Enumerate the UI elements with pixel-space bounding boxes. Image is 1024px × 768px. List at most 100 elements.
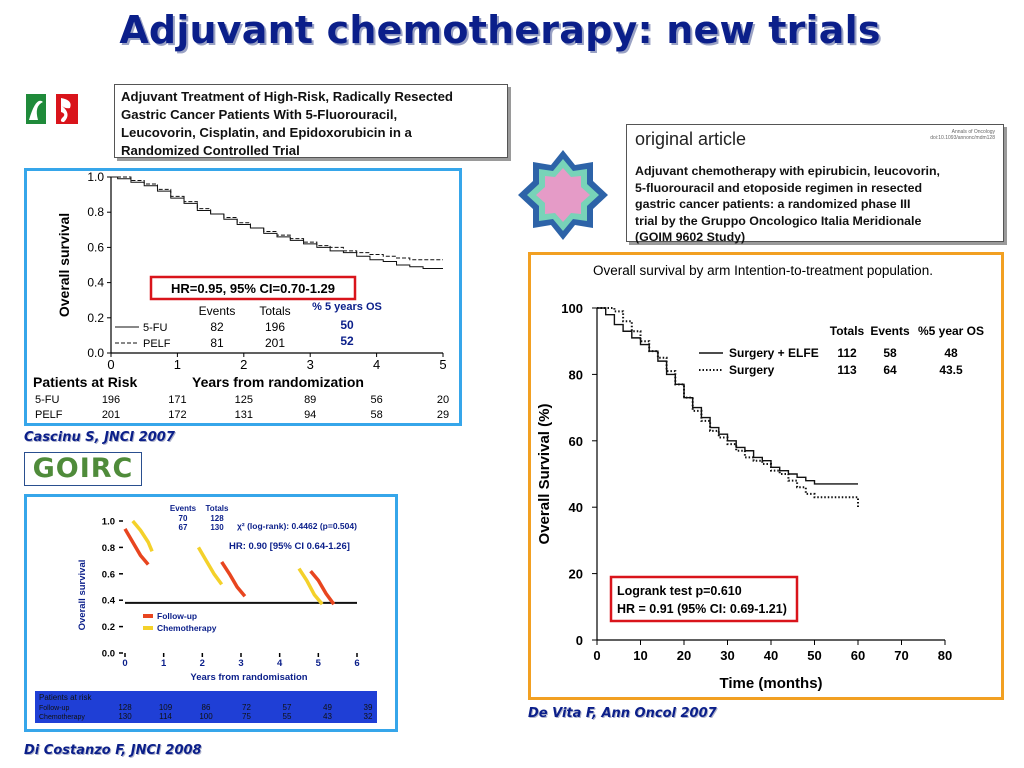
chart1-risk-value: 89 <box>304 394 316 406</box>
chart1-hr-box <box>149 275 357 301</box>
chart3-series-surgery-elfe <box>597 307 858 485</box>
paper1-title-line: Leucovorin, Cisplatin, and Epidoxorubici… <box>121 125 412 140</box>
chart1-risk-value: 29 <box>437 409 449 421</box>
chart1-y-tick-label: 0.2 <box>87 311 104 325</box>
chart2-x-tick-label: 0 <box>122 658 127 669</box>
paper1-title-line: Gastric Cancer Patients With 5-Fluoroura… <box>121 107 398 122</box>
chart2-events-value: 70 <box>179 514 188 523</box>
chart3-x-tick-label: 50 <box>807 648 821 663</box>
chart2-risk-value: 128 <box>118 703 132 712</box>
chart3-frame: Overall survival by arm Intention-to-tre… <box>528 252 1004 700</box>
chart2-risk-value: 49 <box>323 703 332 712</box>
paper2-journal-line: doi:10.1093/annonc/mdm128 <box>930 135 995 141</box>
chart3-legend-totals: 112 <box>837 346 857 360</box>
paper2-title-line: trial by the Gruppo Oncologico Italia Me… <box>635 213 922 228</box>
chart3-legend-events: 58 <box>883 346 897 360</box>
chart3-x-tick-label: 20 <box>677 648 691 663</box>
chart2-legend-swatch <box>143 614 153 618</box>
chart3-legend-os: 43.5 <box>939 363 963 377</box>
paper2-title-line: gastric cancer patients: a randomized ph… <box>635 197 911 212</box>
chart2-series-chemotherapy-segment <box>297 567 324 606</box>
chart2-y-tick-label: 0.8 <box>102 543 115 554</box>
chart1-legend-header-totals: Totals <box>259 304 290 318</box>
chart1-risk-row-label: 5-FU <box>35 394 60 406</box>
chart2-risk-value: 130 <box>118 712 132 721</box>
chart2-events-header: Events <box>170 504 197 513</box>
paper1-title-line: Randomized Controlled Trial <box>121 143 300 158</box>
paper2-title-line: Adjuvant chemotherapy with epirubicin, l… <box>635 164 940 178</box>
chart3-x-tick-label: 0 <box>593 648 600 663</box>
chart2-x-tick-label: 6 <box>354 658 359 669</box>
chart2-y-tick-label: 0.0 <box>102 649 115 660</box>
chart2-risk-value: 55 <box>283 712 292 721</box>
chart3-legend-header: Totals <box>830 324 865 338</box>
goirc-logo-text: GOIRC <box>32 453 134 484</box>
slide-title: Adjuvant chemotherapy: new trials <box>119 8 881 52</box>
goim-star-logo-icon <box>518 150 608 240</box>
chart3-y-tick-label: 0 <box>576 633 583 648</box>
chart1-x-tick-label: 1 <box>174 357 181 372</box>
chart2-legend-label: Follow-up <box>157 611 197 621</box>
chart3-series-surgery <box>597 307 859 508</box>
chart2-x-axis-label: Years from randomisation <box>190 672 307 683</box>
chart1-risk-value: 131 <box>235 409 253 421</box>
chart1-risk-value: 196 <box>102 394 120 406</box>
chart2-risk-value: 86 <box>202 703 211 712</box>
chart2-svg: 0.0 0.2 0.4 0.6 0.8 1.0 0 1 2 3 4 5 6 Overall surviva… <box>35 504 377 723</box>
chart1-risk-value: 125 <box>235 394 253 406</box>
chart3-x-tick-label: 40 <box>764 648 778 663</box>
chart2-risk-value: 57 <box>283 703 292 712</box>
chart2-frame: 0.0 0.2 0.4 0.6 0.8 1.0 0 1 2 3 4 5 6 Overall surviva… <box>24 494 398 732</box>
chart1-y-tick-label: 1.0 <box>87 171 104 184</box>
chart2-series-chemotherapy-segment <box>196 546 224 586</box>
chart1-legend-events: 81 <box>210 336 224 350</box>
chart2-risk-value: 114 <box>159 712 172 721</box>
chart3-y-tick-label: 100 <box>561 301 583 316</box>
chart2-x-tick-label: 1 <box>161 658 167 669</box>
chart2-x-tick-label: 3 <box>238 658 243 669</box>
chart1-x-tick-label: 3 <box>307 357 314 372</box>
chart3-x-tick-label: 70 <box>894 648 908 663</box>
chart1-x-tick-label: 4 <box>373 357 380 372</box>
chart3-legend-os: 48 <box>944 346 958 360</box>
paper2-title-line: 5-fluorouracil and etoposide regimen in … <box>635 180 923 195</box>
chart1-os-value: 52 <box>340 334 354 348</box>
chart3-y-tick-label: 40 <box>569 500 583 515</box>
chart2-risk-row-label: Follow-up <box>39 705 69 712</box>
chart1-legend-totals: 201 <box>265 336 285 350</box>
chart3-y-tick-label: 80 <box>569 367 583 382</box>
chart1-risk-row-label: PELF <box>35 409 63 421</box>
chart1-series-5-fu <box>111 176 443 270</box>
paper2-journal-info: Annals of Oncology doi:10.1093/annonc/md… <box>930 129 995 141</box>
chart3-legend-header: Events <box>870 324 910 338</box>
chart2-y-tick-label: 0.2 <box>102 622 115 633</box>
chart1-legend-events: 82 <box>210 320 224 334</box>
chart1-risk-value: 94 <box>304 409 316 421</box>
chart3-legend-label: Surgery <box>729 363 775 377</box>
citation-cascinu: Cascinu S, JNCI 2007 <box>24 430 175 445</box>
chart2-y-axis-label: Overall survival <box>77 560 88 631</box>
citation-divita: De Vita F, Ann Oncol 2007 <box>528 706 717 721</box>
chart2-chi2-text: χ² (log-rank): 0.4462 (p=0.504) <box>237 521 357 531</box>
chart2-y-tick-label: 0.4 <box>102 596 116 607</box>
chart1-y-tick-label: 0.4 <box>87 276 104 290</box>
chart3-legend-totals: 113 <box>837 363 857 377</box>
chart1-y-tick-label: 0.6 <box>87 240 104 254</box>
italian-logo-icon <box>26 94 78 124</box>
chart2-x-tick-label: 5 <box>316 658 322 669</box>
paper2-journal-line: Annals of Oncology <box>951 129 995 135</box>
chart3-stats-line: Logrank test p=0.610 <box>617 584 742 598</box>
chart2-risk-value: 39 <box>364 703 373 712</box>
chart2-events-value: 67 <box>179 523 188 532</box>
chart2-risk-title: Patients at risk <box>39 693 92 702</box>
paper1-title-box: Adjuvant Treatment of High-Risk, Radical… <box>114 84 508 158</box>
chart3-y-axis-label: Overall Survival (%) <box>536 404 553 545</box>
chart2-legend-swatch <box>143 626 153 630</box>
chart3-stats-box <box>609 575 799 623</box>
chart2-hr-text: HR: 0.90 [95% CI 0.64-1.26] <box>229 541 350 552</box>
chart1-risk-value: 201 <box>102 409 120 421</box>
chart2-x-tick-label: 4 <box>277 658 283 669</box>
citation-dicostanzo: Di Costanzo F, JNCI 2008 <box>24 743 202 758</box>
chart1-risk-value: 172 <box>168 409 186 421</box>
chart1-legend-totals: 196 <box>265 320 285 334</box>
